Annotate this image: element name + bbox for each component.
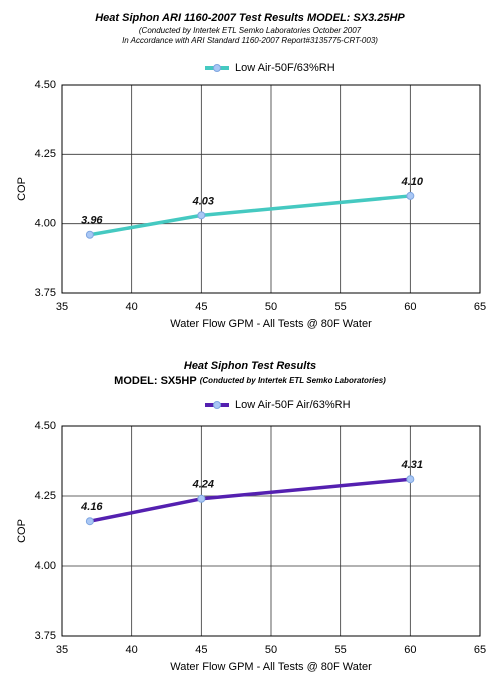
y-axis-label: COP <box>16 519 28 543</box>
y-tick-label: 4.50 <box>35 420 56 432</box>
plot-frame <box>61 425 481 637</box>
data-label: 4.31 <box>401 459 423 471</box>
x-tick-label: 55 <box>335 301 347 313</box>
y-tick-label: 3.75 <box>35 287 56 299</box>
chart-subtitle: (Conducted by Intertek ETL Semko Laborat… <box>139 26 362 35</box>
chart-title: Heat Siphon Test Results <box>184 360 316 372</box>
data-line <box>89 477 411 523</box>
legend-marker <box>213 401 221 409</box>
legend-label: Low Air-50F Air/63%RH <box>235 399 351 411</box>
data-point <box>85 517 94 526</box>
data-point <box>197 211 206 220</box>
x-tick-label: 60 <box>404 301 416 313</box>
x-tick-label: 35 <box>56 644 68 656</box>
legend-label: Low Air-50F/63%RH <box>235 62 335 74</box>
chart-subtitle: In Accordance with ARI Standard 1160-200… <box>122 36 378 45</box>
data-label: 4.03 <box>192 195 214 207</box>
y-tick-label: 3.75 <box>35 630 56 642</box>
y-tick-label: 4.00 <box>35 560 56 572</box>
data-point <box>406 475 415 484</box>
note: (Conducted by Intertek ETL Semko Laborat… <box>200 376 386 385</box>
y-tick-label: 4.25 <box>35 490 56 502</box>
chart-subtitle: MODEL: SX5HP (Conducted by Intertek ETL … <box>114 375 386 387</box>
data-point <box>406 191 415 200</box>
y-tick-label: 4.50 <box>35 79 56 91</box>
plot-frame <box>61 84 481 294</box>
x-axis-label: Water Flow GPM - All Tests @ 80F Water <box>170 318 372 330</box>
data-label: 4.10 <box>401 176 424 188</box>
x-tick-label: 35 <box>56 301 68 313</box>
x-tick-label: 55 <box>335 644 347 656</box>
data-point <box>85 230 94 239</box>
data-point <box>197 494 206 503</box>
x-tick-label: 40 <box>126 301 138 313</box>
chart-title: Heat Siphon ARI 1160-2007 Test Results M… <box>95 12 405 24</box>
data-label: 4.24 <box>192 479 214 491</box>
x-tick-label: 50 <box>265 301 277 313</box>
x-tick-label: 40 <box>126 644 138 656</box>
data-label: 3.96 <box>81 215 103 227</box>
x-tick-label: 65 <box>474 644 486 656</box>
x-tick-label: 45 <box>195 644 207 656</box>
x-tick-label: 50 <box>265 644 277 656</box>
x-axis-label: Water Flow GPM - All Tests @ 80F Water <box>170 661 372 673</box>
y-tick-label: 4.25 <box>35 148 56 160</box>
legend-marker <box>213 64 221 72</box>
x-tick-label: 65 <box>474 301 486 313</box>
x-tick-label: 60 <box>404 644 416 656</box>
model: MODEL: SX5HP <box>114 375 197 387</box>
y-axis-label: COP <box>16 177 28 201</box>
y-tick-label: 4.00 <box>35 218 56 230</box>
data-line <box>89 194 411 237</box>
x-tick-label: 45 <box>195 301 207 313</box>
data-label: 4.16 <box>80 501 103 513</box>
